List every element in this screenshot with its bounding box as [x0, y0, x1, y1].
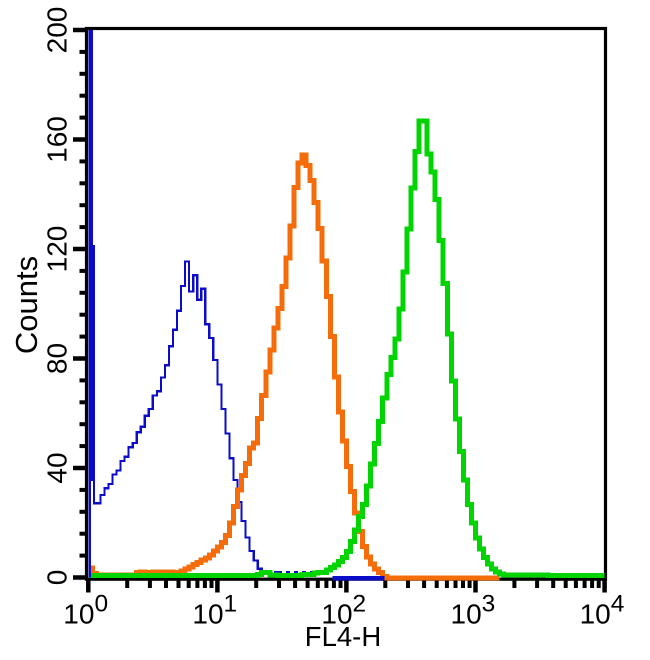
svg-text:160: 160	[42, 116, 73, 163]
svg-text:FL4-H: FL4-H	[305, 621, 381, 652]
svg-text:0: 0	[42, 570, 73, 586]
svg-text:40: 40	[42, 452, 73, 483]
svg-text:80: 80	[42, 343, 73, 374]
svg-text:120: 120	[42, 226, 73, 273]
svg-text:Counts: Counts	[9, 256, 44, 354]
svg-text:200: 200	[42, 7, 73, 54]
